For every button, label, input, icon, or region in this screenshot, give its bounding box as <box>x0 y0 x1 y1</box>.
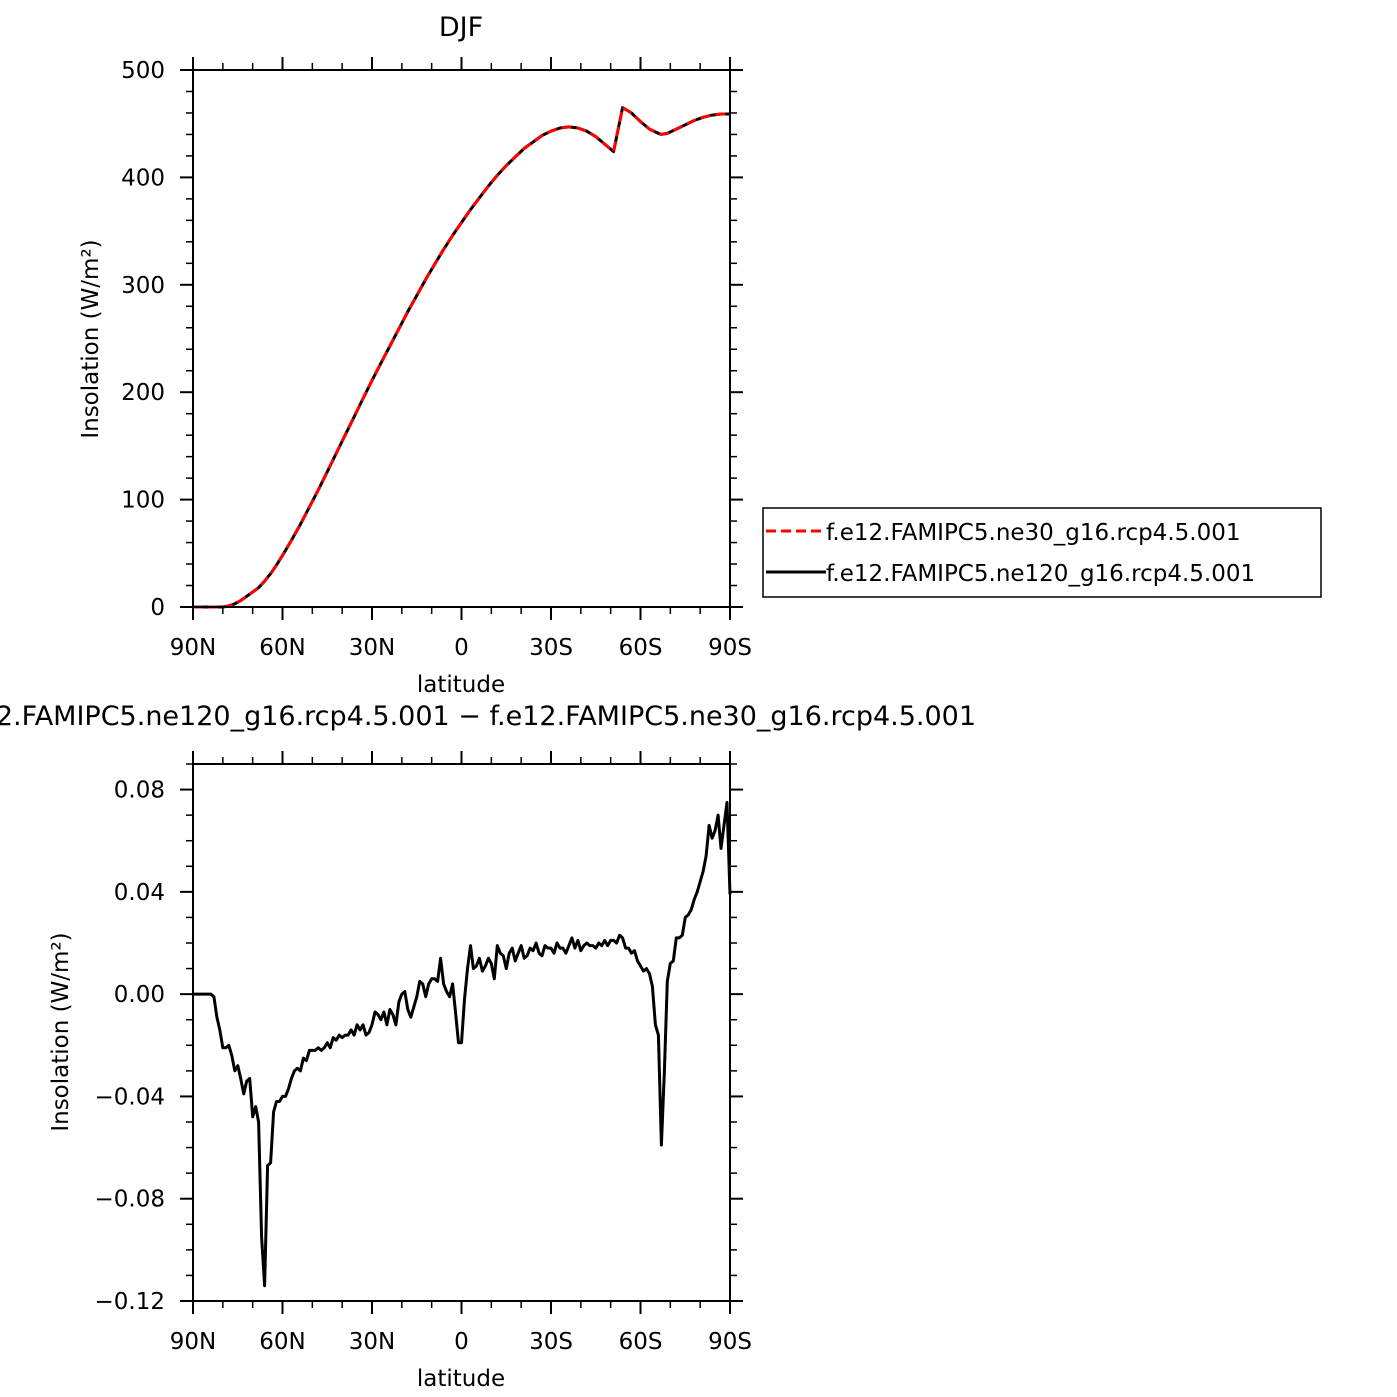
x-tick-label: 90S <box>708 635 752 661</box>
bottom-panel-ylabel: Insolation (W/m²) <box>48 932 74 1131</box>
bottom-panel: f.e12.FAMIPC5.ne120_g16.rcp4.5.001 − f.e… <box>0 701 976 1392</box>
legend: f.e12.FAMIPC5.ne30_g16.rcp4.5.001 f.e12.… <box>762 507 1322 598</box>
x-tick-label: 0 <box>454 1329 469 1355</box>
y-tick-label: 500 <box>121 58 165 84</box>
x-tick-label: 30S <box>529 635 573 661</box>
x-tick-label: 30N <box>349 635 395 661</box>
y-tick-label: −0.08 <box>95 1187 165 1213</box>
y-tick-label: 200 <box>121 380 165 406</box>
series-line-1 <box>193 106 730 609</box>
y-tick-label: −0.12 <box>95 1289 165 1315</box>
x-tick-label: 90N <box>170 1329 216 1355</box>
x-tick-label: 60N <box>259 1329 305 1355</box>
top-panel: DJF 90N 60N 30N 0 30S 60S 90S0100200300400500 … <box>78 12 752 698</box>
x-tick-label: 90N <box>170 635 216 661</box>
bottom-panel-xlabel: latitude <box>417 1366 505 1392</box>
top-panel-xlabel: latitude <box>417 672 505 698</box>
x-tick-label: 60S <box>619 1329 663 1355</box>
y-tick-label: 100 <box>121 488 165 514</box>
legend-box <box>762 507 1322 598</box>
x-tick-label: 60N <box>259 635 305 661</box>
y-tick-label: 0.04 <box>114 880 165 906</box>
top-panel-title: DJF <box>439 12 483 43</box>
x-tick-label: 0 <box>454 635 469 661</box>
x-tick-label: 90S <box>708 1329 752 1355</box>
x-tick-label: 30S <box>529 1329 573 1355</box>
y-tick-label: −0.04 <box>95 1084 165 1110</box>
y-tick-label: 400 <box>121 165 165 191</box>
y-tick-label: 0.00 <box>114 982 165 1008</box>
y-tick-label: 300 <box>121 273 165 299</box>
top-panel-frame <box>192 69 731 608</box>
legend-label-ne30: f.e12.FAMIPC5.ne30_g16.rcp4.5.001 <box>826 520 1240 546</box>
x-tick-label: 30N <box>349 1329 395 1355</box>
series-line-0 <box>193 106 730 609</box>
series-line-0 <box>193 800 732 1288</box>
x-tick-label: 60S <box>619 635 663 661</box>
legend-label-ne120: f.e12.FAMIPC5.ne120_g16.rcp4.5.001 <box>826 561 1255 587</box>
y-tick-label: 0.08 <box>114 778 165 804</box>
bottom-panel-title: f.e12.FAMIPC5.ne120_g16.rcp4.5.001 − f.e… <box>0 701 976 732</box>
y-tick-label: 0 <box>150 595 165 621</box>
top-panel-ylabel: Insolation (W/m²) <box>78 239 104 438</box>
